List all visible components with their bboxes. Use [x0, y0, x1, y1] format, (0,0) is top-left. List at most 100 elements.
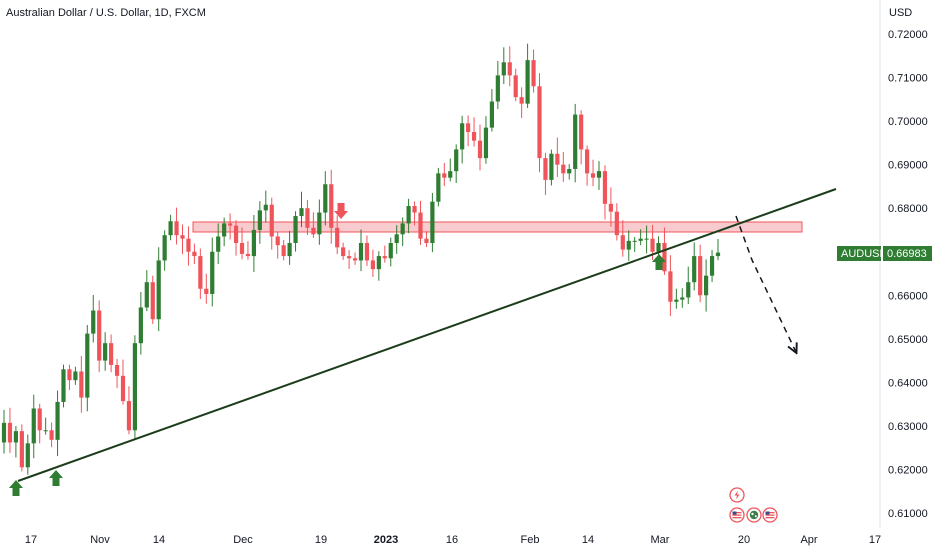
- candle[interactable]: [531, 49, 536, 93]
- candle[interactable]: [150, 275, 155, 324]
- candle[interactable]: [376, 251, 381, 281]
- candle[interactable]: [31, 394, 36, 459]
- candle[interactable]: [281, 240, 286, 261]
- candle[interactable]: [608, 187, 613, 227]
- candle[interactable]: [680, 288, 685, 308]
- candle[interactable]: [287, 230, 292, 265]
- candle[interactable]: [19, 424, 24, 472]
- candle[interactable]: [257, 201, 262, 244]
- candlestick-series[interactable]: [1, 43, 721, 475]
- candle[interactable]: [269, 197, 274, 250]
- candle[interactable]: [216, 223, 221, 264]
- candle[interactable]: [489, 89, 494, 132]
- candle[interactable]: [91, 295, 96, 343]
- candle[interactable]: [162, 230, 167, 271]
- candle[interactable]: [674, 288, 679, 309]
- candle[interactable]: [501, 47, 506, 84]
- candle[interactable]: [210, 237, 215, 307]
- candle[interactable]: [239, 227, 245, 260]
- candle[interactable]: [168, 214, 173, 241]
- candle[interactable]: [477, 124, 483, 171]
- x-axis[interactable]: 17 Nov 14 Dec 19 2023 16 Feb 14 Mar 20 Apr 17: [25, 534, 881, 546]
- candle[interactable]: [406, 198, 411, 234]
- candle[interactable]: [436, 167, 441, 207]
- candle[interactable]: [579, 110, 584, 165]
- candle[interactable]: [585, 145, 590, 186]
- candle[interactable]: [329, 169, 334, 244]
- candle[interactable]: [364, 235, 370, 266]
- candle[interactable]: [114, 358, 120, 389]
- candle[interactable]: [668, 255, 673, 316]
- candle[interactable]: [454, 144, 459, 184]
- candle[interactable]: [103, 332, 108, 371]
- candle[interactable]: [394, 225, 399, 254]
- candle[interactable]: [382, 245, 387, 263]
- candle[interactable]: [561, 151, 566, 182]
- candle[interactable]: [483, 116, 489, 164]
- candle[interactable]: [228, 213, 233, 240]
- candle[interactable]: [7, 407, 13, 453]
- candle[interactable]: [311, 212, 316, 238]
- candle[interactable]: [192, 243, 197, 265]
- event-icons[interactable]: [729, 487, 778, 523]
- candle[interactable]: [644, 225, 649, 254]
- candle[interactable]: [174, 207, 179, 245]
- candle[interactable]: [471, 117, 477, 147]
- trendline[interactable]: [17, 188, 837, 482]
- price-tag[interactable]: AUDUSD 0.66983: [837, 246, 932, 261]
- candle[interactable]: [495, 60, 500, 109]
- candle[interactable]: [448, 158, 453, 182]
- candle[interactable]: [1, 409, 7, 454]
- candle[interactable]: [442, 162, 447, 187]
- us-flag-icon[interactable]: [762, 507, 778, 523]
- candle[interactable]: [25, 434, 30, 475]
- candle[interactable]: [709, 249, 715, 282]
- candle[interactable]: [352, 252, 358, 265]
- candle[interactable]: [400, 217, 405, 247]
- candle[interactable]: [317, 199, 322, 245]
- candle[interactable]: [715, 239, 721, 261]
- candle[interactable]: [275, 232, 280, 259]
- candle[interactable]: [626, 230, 631, 261]
- candle[interactable]: [49, 422, 54, 448]
- candle[interactable]: [341, 242, 346, 260]
- candle[interactable]: [347, 250, 352, 270]
- candle[interactable]: [620, 220, 625, 257]
- candle[interactable]: [126, 386, 132, 435]
- candle[interactable]: [596, 161, 602, 191]
- candle[interactable]: [109, 334, 114, 373]
- candle[interactable]: [704, 259, 709, 312]
- candle[interactable]: [430, 192, 435, 253]
- candle[interactable]: [555, 137, 560, 177]
- resistance-zone[interactable]: [192, 221, 803, 233]
- forecast-arrow[interactable]: [735, 215, 796, 352]
- candle[interactable]: [61, 364, 66, 408]
- y-axis[interactable]: 0.720000.710000.700000.690000.680000.670…: [888, 29, 928, 520]
- candle[interactable]: [293, 211, 298, 252]
- candle[interactable]: [299, 191, 304, 228]
- au-flag-icon[interactable]: [746, 507, 762, 523]
- candle[interactable]: [120, 359, 126, 405]
- candle[interactable]: [43, 417, 48, 435]
- flash-event-icon[interactable]: [729, 487, 745, 503]
- candle[interactable]: [13, 426, 18, 458]
- candle[interactable]: [222, 217, 227, 247]
- candle[interactable]: [73, 366, 78, 385]
- candle[interactable]: [251, 214, 256, 272]
- candle[interactable]: [602, 165, 608, 220]
- candle[interactable]: [97, 300, 102, 373]
- candle[interactable]: [614, 203, 619, 241]
- candle[interactable]: [180, 224, 185, 255]
- candle[interactable]: [513, 68, 518, 102]
- candle[interactable]: [305, 199, 310, 236]
- candle[interactable]: [55, 390, 60, 457]
- candle[interactable]: [466, 115, 471, 147]
- candle[interactable]: [549, 149, 554, 186]
- candle[interactable]: [638, 229, 643, 246]
- candle[interactable]: [138, 292, 143, 355]
- candle[interactable]: [418, 200, 423, 245]
- candle[interactable]: [460, 115, 465, 164]
- candle[interactable]: [79, 356, 84, 413]
- candle[interactable]: [698, 244, 703, 303]
